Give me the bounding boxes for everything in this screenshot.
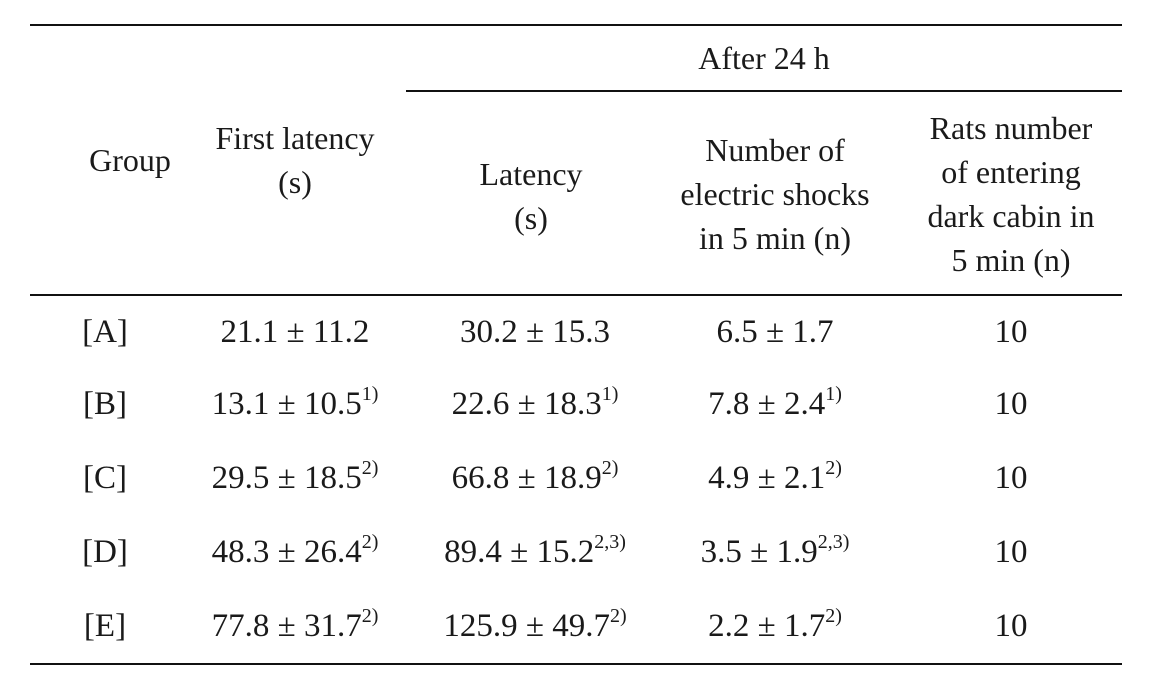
cell-electric-shocks: 2.2 ± 1.72) — [660, 604, 890, 648]
header-first-latency-line1: First latency — [215, 120, 375, 156]
cell-rats-number: 10 — [994, 386, 1028, 422]
cell-group: [A] — [82, 314, 128, 350]
header-rats-number-line2: of entering — [941, 154, 1081, 190]
cell-first-latency: 29.5 ± 18.52) — [180, 456, 410, 500]
value: 2.2 ± 1.7 — [708, 608, 826, 644]
cell-electric-shocks: 4.9 ± 2.12) — [660, 456, 890, 500]
cell-group: [D] — [82, 534, 128, 570]
cell-electric-shocks: 6.5 ± 1.7 — [660, 310, 890, 354]
value: 4.9 ± 2.1 — [708, 460, 826, 496]
cell-group: [B] — [83, 386, 127, 422]
cell-electric-shocks: 3.5 ± 1.92,3) — [660, 530, 890, 574]
cell-electric-shocks: 7.8 ± 2.41) — [660, 382, 890, 426]
cell-latency: 89.4 ± 15.22,3) — [415, 530, 655, 574]
cell-rats-number: 10 — [994, 534, 1028, 570]
header-electric-shocks-line2: electric shocks — [680, 176, 870, 212]
bottom-rule — [30, 663, 1122, 665]
header-rats-number: Rats number of entering dark cabin in 5 … — [900, 106, 1122, 282]
footnote-marker: 2) — [601, 457, 619, 479]
value: 7.8 ± 2.4 — [708, 386, 826, 422]
value: 89.4 ± 15.2 — [444, 534, 595, 570]
value: 66.8 ± 18.9 — [451, 460, 602, 496]
value: 125.9 ± 49.7 — [443, 608, 610, 644]
footnote-marker: 2,3) — [817, 531, 850, 553]
value: 77.8 ± 31.7 — [211, 608, 362, 644]
table-row: [A] 21.1 ± 11.2 30.2 ± 15.3 6.5 ± 1.7 10 — [0, 310, 1149, 354]
footnote-marker: 1) — [361, 383, 379, 405]
cell-group: [C] — [83, 460, 127, 496]
header-electric-shocks-line3: in 5 min (n) — [699, 220, 851, 256]
cell-first-latency: 48.3 ± 26.42) — [180, 530, 410, 574]
cell-rats-number: 10 — [994, 314, 1028, 350]
spanning-header-rule — [406, 90, 1122, 92]
table-row: [B] 13.1 ± 10.51) 22.6 ± 18.31) 7.8 ± 2.… — [0, 382, 1149, 426]
table-row: [C] 29.5 ± 18.52) 66.8 ± 18.92) 4.9 ± 2.… — [0, 456, 1149, 500]
cell-first-latency: 13.1 ± 10.51) — [180, 382, 410, 426]
value: 3.5 ± 1.9 — [700, 534, 818, 570]
header-latency-line2: (s) — [514, 200, 548, 236]
footnote-marker: 2) — [361, 457, 379, 479]
footnote-marker: 2) — [609, 605, 627, 627]
cell-latency: 66.8 ± 18.92) — [415, 456, 655, 500]
header-latency-line1: Latency — [479, 156, 583, 192]
value: 21.1 ± 11.2 — [220, 314, 370, 350]
value: 48.3 ± 26.4 — [211, 534, 362, 570]
header-electric-shocks: Number of electric shocks in 5 min (n) — [650, 128, 900, 260]
cell-rats-number: 10 — [994, 608, 1028, 644]
footnote-marker: 2) — [825, 457, 842, 479]
header-first-latency: First latency (s) — [190, 116, 400, 204]
header-rats-number-line1: Rats number — [929, 110, 1093, 146]
value: 29.5 ± 18.5 — [211, 460, 362, 496]
footnote-marker: 1) — [825, 383, 842, 405]
value: 22.6 ± 18.3 — [451, 386, 602, 422]
cell-latency: 30.2 ± 15.3 — [415, 310, 655, 354]
cell-group: [E] — [83, 608, 127, 644]
header-rats-number-line4: 5 min (n) — [951, 242, 1071, 278]
header-rats-number-line3: dark cabin in — [927, 198, 1095, 234]
header-latency: Latency (s) — [420, 152, 642, 240]
cell-latency: 125.9 ± 49.72) — [415, 604, 655, 648]
footnote-marker: 1) — [601, 383, 619, 405]
footnote-marker: 2) — [361, 605, 379, 627]
table-row: [E] 77.8 ± 31.72) 125.9 ± 49.72) 2.2 ± 1… — [0, 604, 1149, 648]
footnote-marker: 2,3) — [594, 531, 626, 553]
value: 13.1 ± 10.5 — [211, 386, 362, 422]
cell-first-latency: 77.8 ± 31.72) — [180, 604, 410, 648]
cell-rats-number: 10 — [994, 460, 1028, 496]
header-electric-shocks-line1: Number of — [705, 132, 845, 168]
top-rule — [30, 24, 1122, 26]
header-bottom-rule — [30, 294, 1122, 296]
header-group: Group — [89, 142, 171, 178]
cell-latency: 22.6 ± 18.31) — [415, 382, 655, 426]
footnote-marker: 2) — [825, 605, 842, 627]
value: 30.2 ± 15.3 — [459, 314, 611, 350]
value: 6.5 ± 1.7 — [716, 314, 834, 350]
footnote-marker: 2) — [361, 531, 379, 553]
cell-first-latency: 21.1 ± 11.2 — [180, 310, 410, 354]
spanning-header-after-24h: After 24 h — [698, 40, 830, 76]
header-first-latency-line2: (s) — [278, 164, 312, 200]
table-row: [D] 48.3 ± 26.42) 89.4 ± 15.22,3) 3.5 ± … — [0, 530, 1149, 574]
